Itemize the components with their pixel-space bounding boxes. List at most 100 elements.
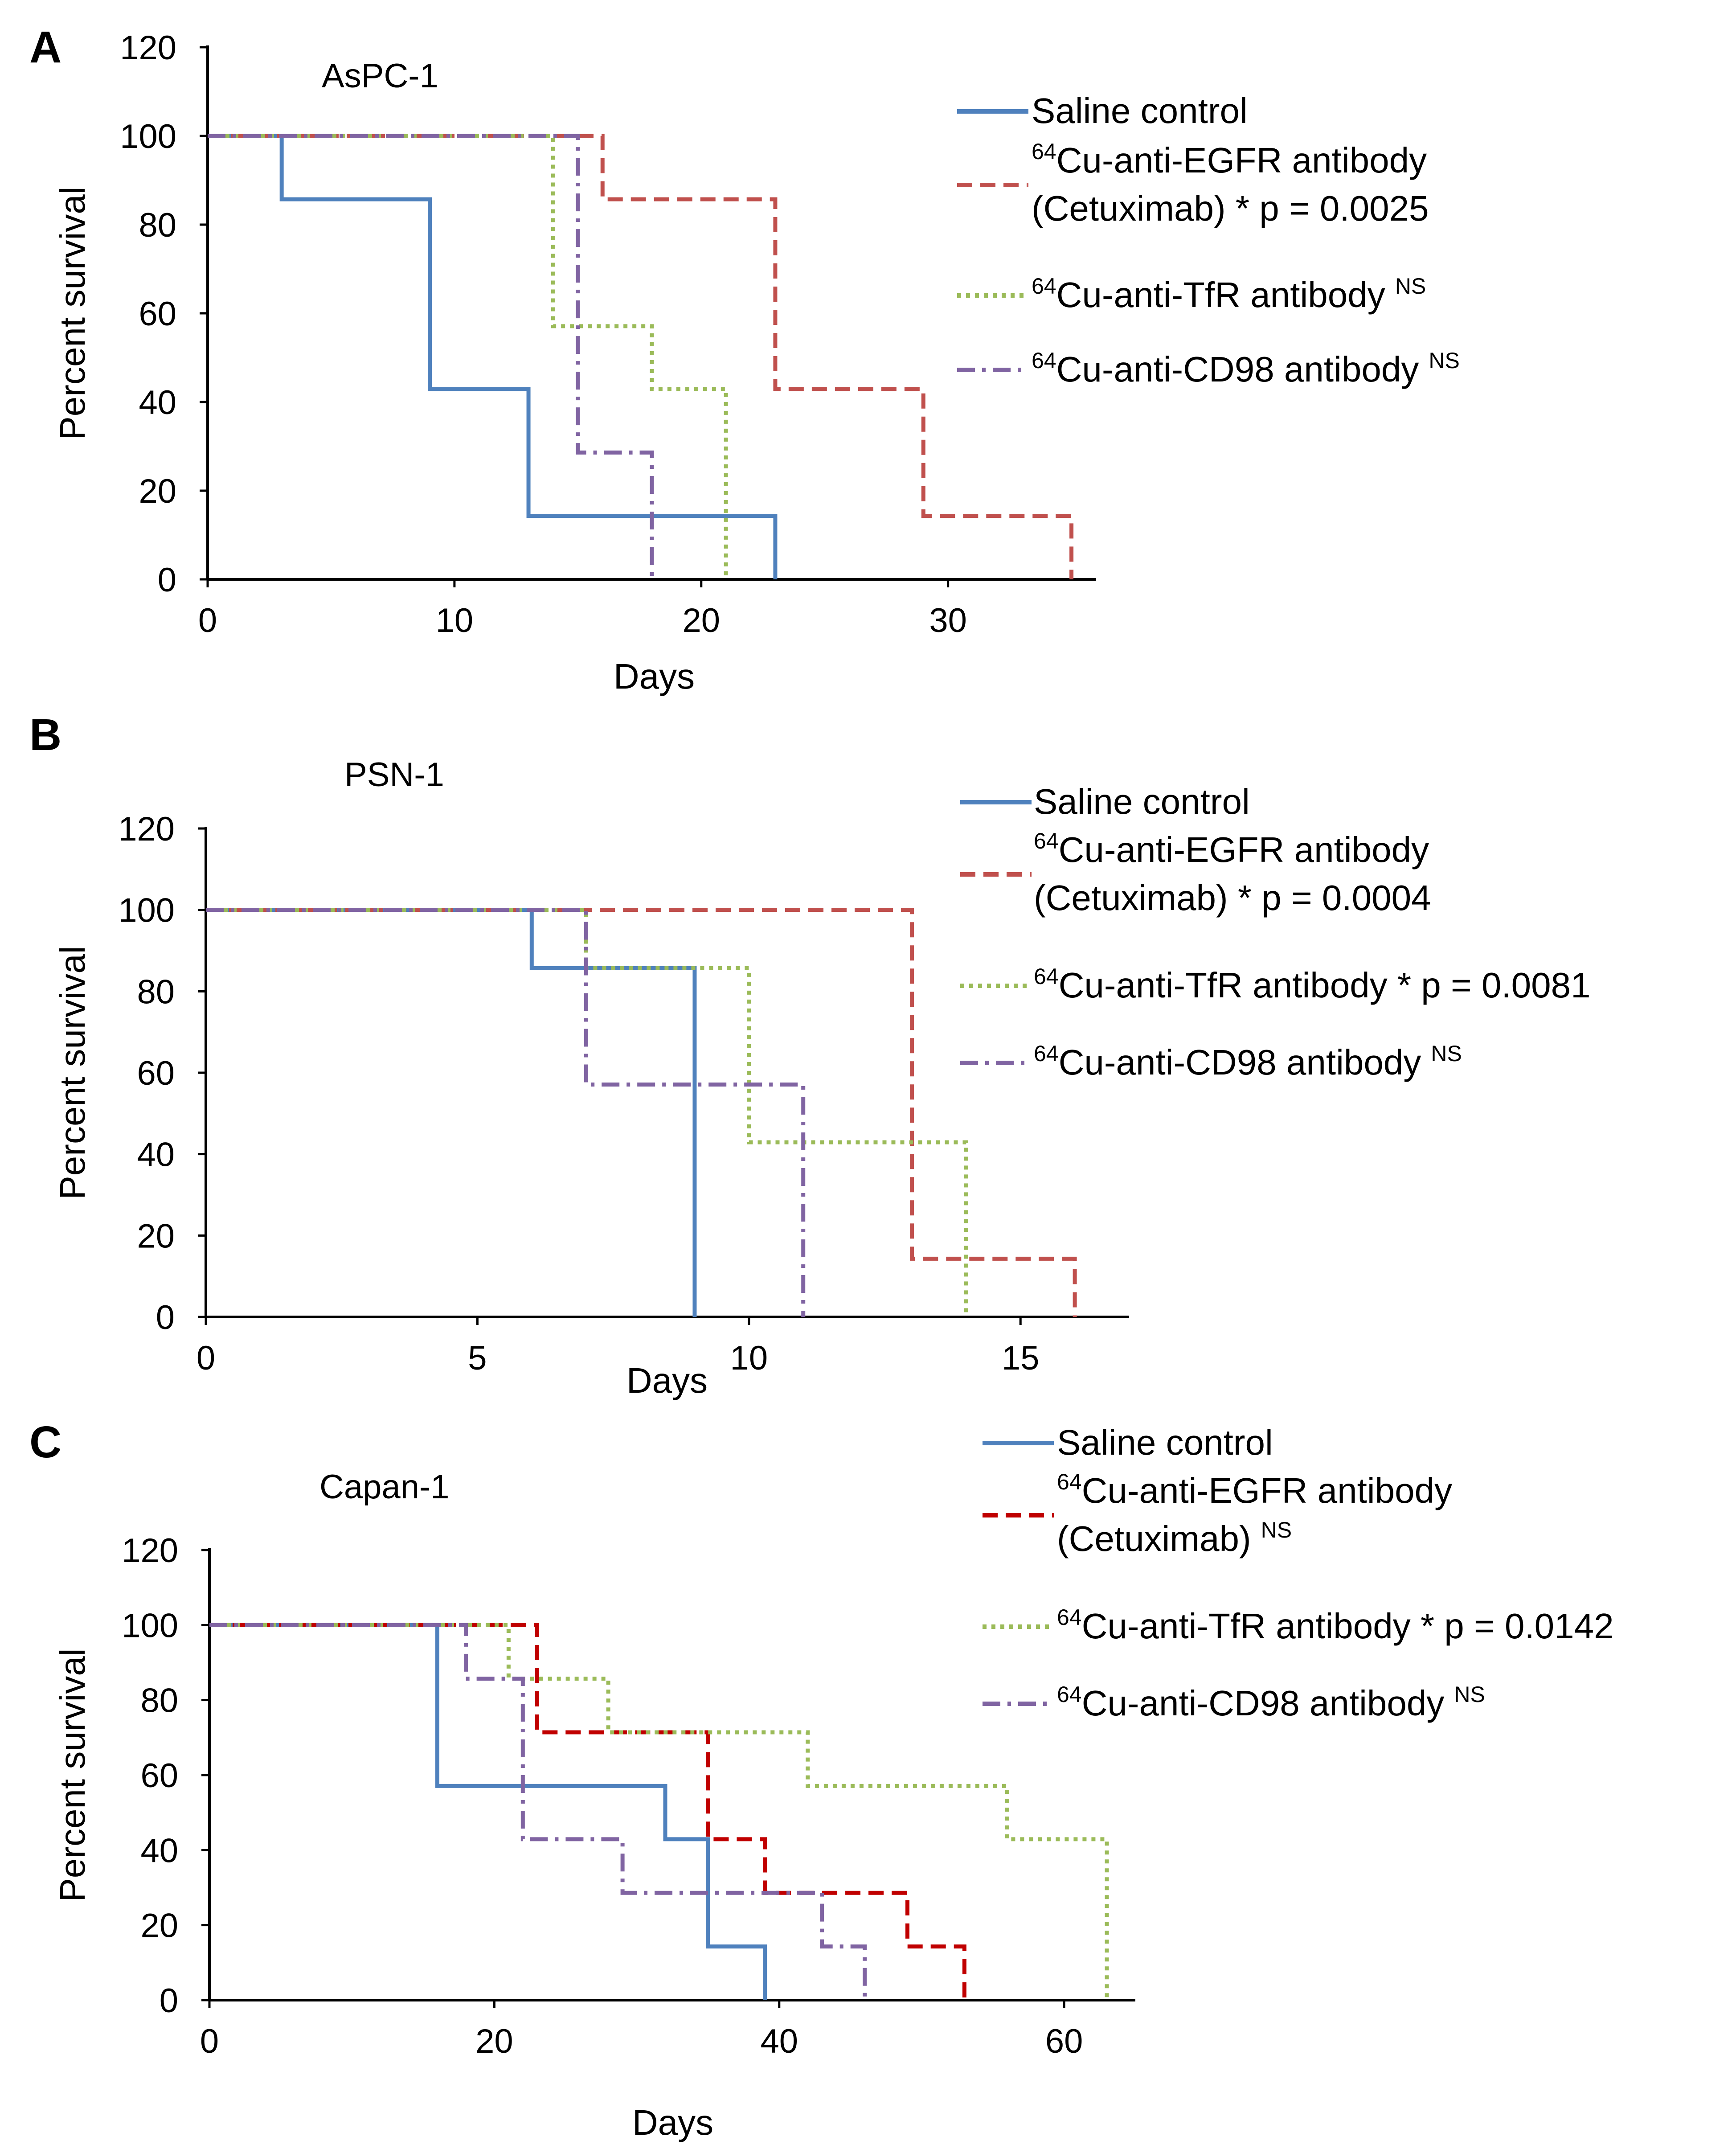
y-tick-label: 40 bbox=[139, 384, 176, 422]
x-tick-label: 5 bbox=[468, 1339, 487, 1377]
legend-superscript: NS bbox=[1395, 274, 1426, 299]
legend-superscript: 64 bbox=[1032, 348, 1056, 373]
legend-entry: Saline control bbox=[957, 91, 1248, 131]
x-axis-title: Days bbox=[632, 2103, 713, 2142]
panel-b: B PSN-1 0 20 40 60 80 100 120 0 5 10 15 Days Percent s… bbox=[29, 710, 1591, 1400]
survival-curve-egfr bbox=[209, 1623, 966, 2000]
y-tick-label: 120 bbox=[118, 810, 175, 848]
legend-label: 64Cu-anti-CD98 antibody NS bbox=[1057, 1682, 1485, 1723]
y-tick-label: 20 bbox=[139, 472, 176, 510]
legend-entry: 64Cu-anti-CD98 antibody NS bbox=[957, 348, 1460, 389]
y-tick-label: 20 bbox=[137, 1217, 175, 1255]
legend-label: 64Cu-anti-TfR antibody * p = 0.0081 bbox=[1034, 964, 1591, 1005]
survival-curve-cd98 bbox=[206, 908, 806, 1317]
legend-label: 64Cu-anti-EGFR antibody bbox=[1032, 139, 1427, 180]
legend-superscript: NS bbox=[1431, 1041, 1462, 1066]
legend-superscript: 64 bbox=[1034, 828, 1059, 853]
series-group bbox=[206, 908, 1077, 1317]
legend-label: Saline control bbox=[1034, 782, 1250, 821]
legend-entry: 64Cu-anti-EGFR antibody (Cetuximab) * p =… bbox=[960, 828, 1431, 918]
legend-label: 64Cu-anti-CD98 antibody NS bbox=[1032, 348, 1460, 389]
y-tick-label: 100 bbox=[120, 118, 176, 156]
legend-superscript: 64 bbox=[1034, 1041, 1059, 1066]
legend-superscript: 64 bbox=[1057, 1682, 1082, 1707]
series-group bbox=[209, 1623, 867, 2000]
series-group bbox=[208, 134, 728, 579]
y-axis-title: Percent survival bbox=[53, 186, 92, 440]
legend-entry: Saline control bbox=[983, 1423, 1273, 1462]
y-tick-label: 40 bbox=[140, 1832, 178, 1870]
legend-entry: 64Cu-anti-EGFR antibody (Cetuximab) NS bbox=[983, 1469, 1452, 1558]
panel-c: C Capan-1 0 20 40 60 80 100 120 0 20 40 60 Days Percen… bbox=[29, 1417, 1614, 2142]
survival-curve-tfr bbox=[209, 1623, 1109, 2000]
y-axis-title: Percent survival bbox=[53, 946, 92, 1199]
series-group bbox=[209, 1623, 767, 2000]
y-axis-title: Percent survival bbox=[53, 1648, 92, 1902]
y-tick-label: 40 bbox=[137, 1136, 175, 1174]
x-tick-label: 10 bbox=[730, 1339, 768, 1377]
legend-entry: 64Cu-anti-TfR antibody * p = 0.0081 bbox=[960, 964, 1591, 1005]
x-tick-label: 20 bbox=[475, 2022, 513, 2060]
y-tick-label: 0 bbox=[156, 1299, 175, 1337]
x-tick-label: 30 bbox=[929, 602, 967, 640]
y-tick-label: 80 bbox=[140, 1682, 178, 1720]
legend-text-main: (Cetuximab) * p = 0.0004 bbox=[1034, 878, 1431, 918]
legend-label: 64Cu-anti-CD98 antibody NS bbox=[1034, 1041, 1462, 1082]
legend-label: 64Cu-anti-EGFR antibody bbox=[1034, 828, 1429, 869]
legend-text-main: Saline control bbox=[1057, 1423, 1273, 1462]
legend-text-main: Cu-anti-CD98 antibody bbox=[1059, 1042, 1421, 1082]
y-tick-label: 100 bbox=[122, 1607, 178, 1645]
panel-letter: C bbox=[29, 1417, 61, 1467]
legend-superscript: 64 bbox=[1034, 964, 1059, 989]
legend-text-main: Saline control bbox=[1032, 91, 1248, 131]
series-group bbox=[206, 908, 806, 1317]
x-tick-label: 0 bbox=[197, 1339, 215, 1377]
legend-label: 64Cu-anti-EGFR antibody bbox=[1057, 1469, 1452, 1510]
y-tick-label: 20 bbox=[140, 1907, 178, 1945]
y-tick-label: 80 bbox=[137, 973, 175, 1011]
series-group bbox=[209, 1623, 1109, 2000]
y-tick-label: 60 bbox=[140, 1757, 178, 1795]
cell-line-label: PSN-1 bbox=[344, 756, 444, 794]
survival-curve-saline bbox=[209, 1623, 767, 2000]
y-tick-label: 60 bbox=[137, 1054, 175, 1092]
series-group bbox=[208, 134, 1074, 579]
legend-label: (Cetuximab) * p = 0.0004 bbox=[1034, 878, 1431, 918]
series-group bbox=[209, 1623, 966, 2000]
legend-text-main: (Cetuximab) * p = 0.0025 bbox=[1032, 189, 1429, 228]
legend-text-main: Cu-anti-CD98 antibody bbox=[1056, 349, 1419, 389]
legend-superscript: NS bbox=[1429, 348, 1459, 373]
legend-text-main: Cu-anti-TfR antibody * p = 0.0142 bbox=[1082, 1606, 1614, 1646]
y-tick-label: 80 bbox=[139, 206, 176, 244]
survival-curve-cd98 bbox=[209, 1623, 867, 2000]
legend-text-main: Cu-anti-TfR antibody * p = 0.0081 bbox=[1059, 965, 1591, 1005]
legend-superscript: 64 bbox=[1057, 1605, 1082, 1630]
panel-a: A AsPC-1 0 20 40 60 80 100 120 0 10 20 30 Days Percent… bbox=[29, 22, 1460, 696]
legend-text-main: Cu-anti-EGFR antibody bbox=[1056, 140, 1427, 180]
legend-superscript: NS bbox=[1454, 1682, 1485, 1707]
x-tick-label: 20 bbox=[683, 602, 721, 640]
legend-entry: 64Cu-anti-CD98 antibody NS bbox=[983, 1682, 1485, 1723]
survival-curve-tfr bbox=[208, 134, 728, 579]
legend-text-main: Cu-anti-CD98 antibody bbox=[1082, 1683, 1445, 1723]
legend-superscript: 64 bbox=[1032, 274, 1056, 299]
survival-curve-egfr bbox=[208, 134, 1074, 579]
series-group bbox=[208, 134, 778, 579]
survival-curve-saline bbox=[208, 134, 778, 579]
panel-letter: B bbox=[29, 710, 61, 760]
legend-entry: 64Cu-anti-TfR antibody NS bbox=[957, 274, 1426, 315]
legend-superscript: 64 bbox=[1032, 139, 1056, 164]
legend-entry: 64Cu-anti-TfR antibody * p = 0.0142 bbox=[983, 1605, 1614, 1646]
x-tick-label: 60 bbox=[1045, 2022, 1083, 2060]
legend-superscript: NS bbox=[1261, 1517, 1292, 1542]
x-tick-label: 40 bbox=[760, 2022, 798, 2060]
legend-entry: 64Cu-anti-CD98 antibody NS bbox=[960, 1041, 1462, 1082]
x-tick-label: 0 bbox=[200, 2022, 219, 2060]
y-tick-label: 0 bbox=[160, 1982, 178, 2020]
x-axis-title: Days bbox=[614, 656, 695, 696]
y-tick-label: 60 bbox=[139, 295, 176, 333]
legend-label: Saline control bbox=[1057, 1423, 1273, 1462]
